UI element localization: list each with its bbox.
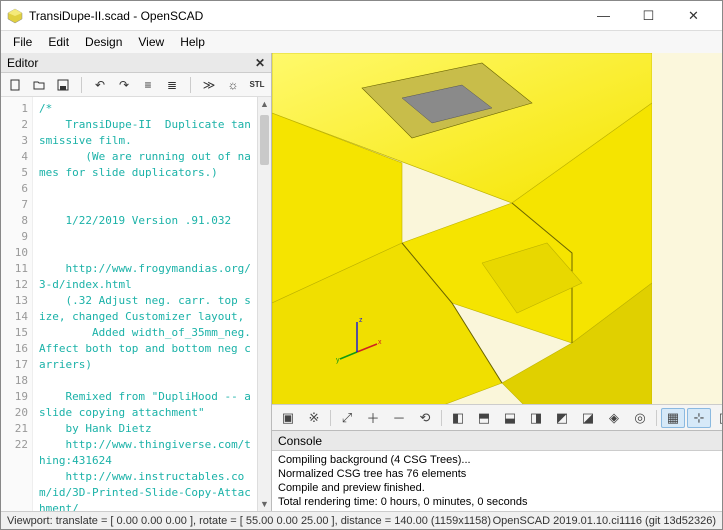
preview-icon[interactable]: ≫ xyxy=(201,77,217,93)
menu-view[interactable]: View xyxy=(132,33,170,51)
vp-bottom-icon[interactable]: ⬓ xyxy=(498,408,522,428)
viewport-3d[interactable]: x y z xyxy=(272,53,722,404)
redo-icon[interactable]: ↷ xyxy=(116,77,132,93)
console-pane: Console ✕ Compiling background (4 CSG Tr… xyxy=(272,430,722,511)
console-header: Console ✕ xyxy=(272,431,722,451)
vp-front-icon[interactable]: ◩ xyxy=(550,408,574,428)
vp-diagonal-icon[interactable]: ◈ xyxy=(602,408,626,428)
minimize-button[interactable]: — xyxy=(581,2,626,30)
titlebar: TransiDupe-II.scad - OpenSCAD — ☐ ✕ xyxy=(1,1,722,31)
console-title: Console xyxy=(278,434,322,448)
right-pane: x y z ▣ ※ ⤢ ＋ － ⟲ ◧ ⬒ ⬓ ◨ ◩ ◪ ◈ ◎ ▦ ⊹ ◫ xyxy=(272,53,722,511)
render-icon[interactable]: ☼ xyxy=(225,77,241,93)
unindent-icon[interactable]: ≡ xyxy=(140,77,156,93)
line-gutter: 12345678910111213141516171819202122 xyxy=(1,97,33,511)
menu-help[interactable]: Help xyxy=(174,33,211,51)
console-body[interactable]: Compiling background (4 CSG Trees)...Nor… xyxy=(272,451,722,511)
vp-zoomin-icon[interactable]: ＋ xyxy=(361,408,385,428)
menu-design[interactable]: Design xyxy=(79,33,128,51)
vp-reset-icon[interactable]: ⟲ xyxy=(413,408,437,428)
vp-zoomout-icon[interactable]: － xyxy=(387,408,411,428)
export-stl-icon[interactable]: STL xyxy=(249,77,265,93)
new-file-icon[interactable] xyxy=(7,77,23,93)
app-icon xyxy=(7,8,23,24)
vp-back-icon[interactable]: ◪ xyxy=(576,408,600,428)
indent-icon[interactable]: ≣ xyxy=(164,77,180,93)
undo-icon[interactable]: ↶ xyxy=(92,77,108,93)
menu-edit[interactable]: Edit xyxy=(42,33,75,51)
editor-title: Editor xyxy=(7,56,38,70)
scroll-thumb[interactable] xyxy=(260,115,269,165)
editor-pane: Editor ✕ ↶ ↷ ≡ ≣ ≫ ☼ STL 123456789101112… xyxy=(1,53,272,511)
open-icon[interactable] xyxy=(31,77,47,93)
status-left: Viewport: translate = [ 0.00 0.00 0.00 ]… xyxy=(7,515,491,527)
window-buttons: — ☐ ✕ xyxy=(581,2,716,30)
scroll-up-icon[interactable]: ▲ xyxy=(258,97,271,111)
code-text[interactable]: /* TransiDupe-II Duplicate tansmissive f… xyxy=(33,97,257,511)
save-icon[interactable] xyxy=(55,77,71,93)
editor-close-icon[interactable]: ✕ xyxy=(255,56,265,70)
menubar: File Edit Design View Help xyxy=(1,31,722,53)
vp-perspective-icon[interactable]: ▦ xyxy=(661,408,685,428)
model-render xyxy=(272,53,652,404)
editor-header: Editor ✕ xyxy=(1,53,271,73)
close-button[interactable]: ✕ xyxy=(671,2,716,30)
vp-right-icon[interactable]: ◧ xyxy=(446,408,470,428)
statusbar: Viewport: translate = [ 0.00 0.00 0.00 ]… xyxy=(1,511,722,529)
editor-scrollbar[interactable]: ▲ ▼ xyxy=(257,97,271,511)
menu-file[interactable]: File xyxy=(7,33,38,51)
vp-viewall-icon[interactable]: ⤢ xyxy=(335,408,359,428)
window-title: TransiDupe-II.scad - OpenSCAD xyxy=(29,9,581,23)
editor-toolbar: ↶ ↷ ≡ ≣ ≫ ☼ STL xyxy=(1,73,271,97)
maximize-button[interactable]: ☐ xyxy=(626,2,671,30)
status-right: OpenSCAD 2019.01.10.ci1116 (git 13d52326… xyxy=(493,515,716,527)
vp-top-icon[interactable]: ⬒ xyxy=(472,408,496,428)
vp-showedges-icon[interactable]: ◫ xyxy=(713,408,722,428)
scroll-down-icon[interactable]: ▼ xyxy=(258,497,271,511)
editor-area[interactable]: 12345678910111213141516171819202122 /* T… xyxy=(1,97,271,511)
viewport-toolbar: ▣ ※ ⤢ ＋ － ⟲ ◧ ⬒ ⬓ ◨ ◩ ◪ ◈ ◎ ▦ ⊹ ◫ ▱ xyxy=(272,404,722,430)
vp-showaxes-icon[interactable]: ⊹ xyxy=(687,408,711,428)
vp-preview-icon[interactable]: ▣ xyxy=(276,408,300,428)
vp-center-icon[interactable]: ◎ xyxy=(628,408,652,428)
vp-render-icon[interactable]: ※ xyxy=(302,408,326,428)
vp-left-icon[interactable]: ◨ xyxy=(524,408,548,428)
